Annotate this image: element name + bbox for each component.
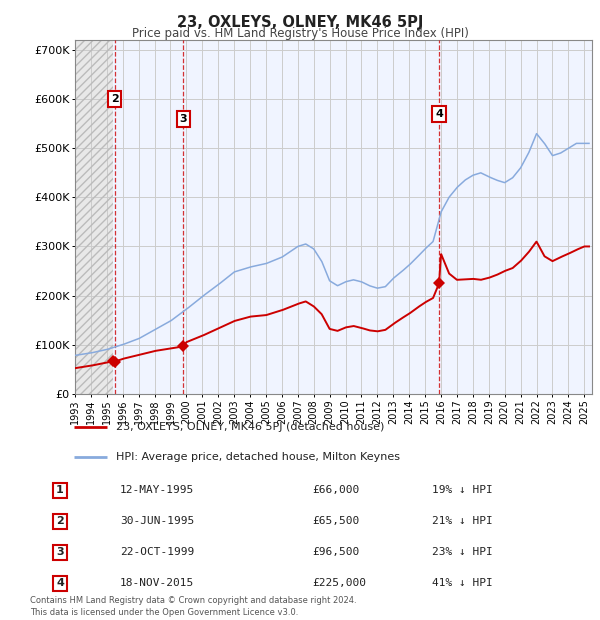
Text: 19% ↓ HPI: 19% ↓ HPI	[432, 485, 493, 495]
Text: Contains HM Land Registry data © Crown copyright and database right 2024.
This d: Contains HM Land Registry data © Crown c…	[30, 596, 356, 617]
Text: 30-JUN-1995: 30-JUN-1995	[120, 516, 194, 526]
Text: 2: 2	[56, 516, 64, 526]
Text: 1: 1	[56, 485, 64, 495]
Text: HPI: Average price, detached house, Milton Keynes: HPI: Average price, detached house, Milt…	[116, 452, 400, 462]
Text: £225,000: £225,000	[312, 578, 366, 588]
Text: 4: 4	[56, 578, 64, 588]
Text: 23, OXLEYS, OLNEY, MK46 5PJ: 23, OXLEYS, OLNEY, MK46 5PJ	[177, 16, 423, 30]
Text: £96,500: £96,500	[312, 547, 359, 557]
Text: 41% ↓ HPI: 41% ↓ HPI	[432, 578, 493, 588]
Bar	[75, 40, 113, 394]
Text: 2: 2	[111, 94, 119, 104]
Text: 18-NOV-2015: 18-NOV-2015	[120, 578, 194, 588]
Bar	[75, 40, 113, 394]
Text: 23, OXLEYS, OLNEY, MK46 5PJ (detached house): 23, OXLEYS, OLNEY, MK46 5PJ (detached ho…	[116, 422, 385, 432]
Text: 21% ↓ HPI: 21% ↓ HPI	[432, 516, 493, 526]
Text: 23% ↓ HPI: 23% ↓ HPI	[432, 547, 493, 557]
Text: 3: 3	[179, 114, 187, 124]
Text: 3: 3	[56, 547, 64, 557]
Text: 4: 4	[435, 109, 443, 119]
Text: £65,500: £65,500	[312, 516, 359, 526]
Text: Price paid vs. HM Land Registry's House Price Index (HPI): Price paid vs. HM Land Registry's House …	[131, 27, 469, 40]
Text: 12-MAY-1995: 12-MAY-1995	[120, 485, 194, 495]
Text: £66,000: £66,000	[312, 485, 359, 495]
Text: 22-OCT-1999: 22-OCT-1999	[120, 547, 194, 557]
